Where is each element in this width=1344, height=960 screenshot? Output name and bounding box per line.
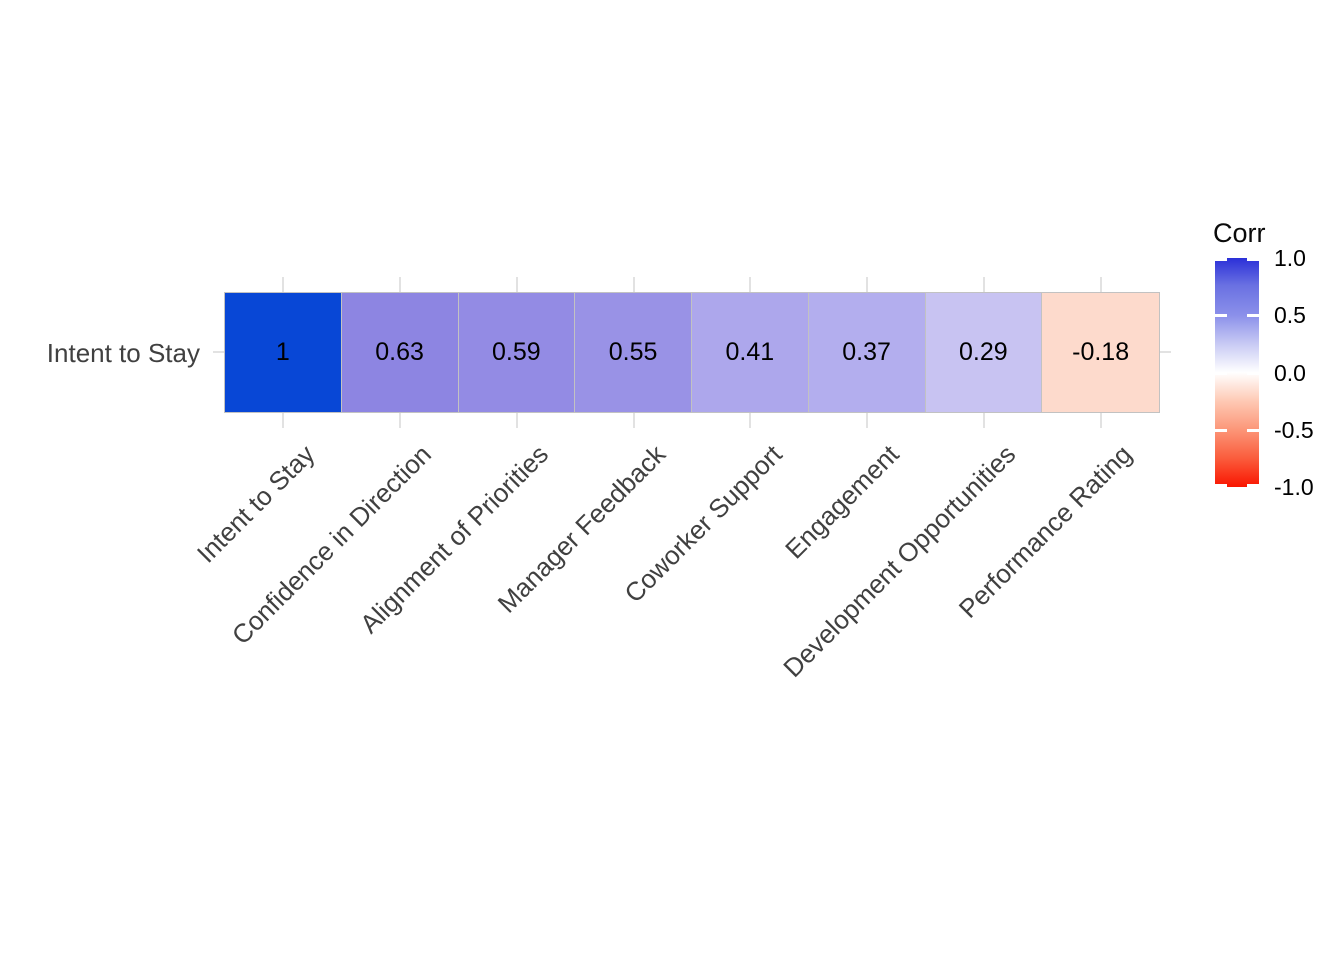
legend-title: Corr [1213, 218, 1266, 248]
heatmap-cell: 0.63 [341, 293, 459, 412]
x-axis-label: Engagement [778, 439, 905, 565]
legend-tick-notch [1247, 428, 1259, 432]
heatmap-cell: 0.55 [575, 293, 692, 412]
legend-colorbar [1215, 258, 1259, 487]
heatmap-cell: 0.37 [808, 293, 926, 412]
legend-tick-label: -0.5 [1274, 416, 1314, 443]
heatmap-cell: 0.41 [692, 293, 809, 412]
legend-tick-notch [1215, 484, 1227, 487]
legend-tick-notch [1247, 371, 1259, 375]
heatmap-row: 1 0.63 0.59 0.55 0.41 0.37 0.29 -0.18 [224, 292, 1160, 413]
heatmap-cell: 1 [225, 293, 342, 412]
heatmap-cell: 0.59 [458, 293, 576, 412]
heatmap-cell: 0.29 [925, 293, 1043, 412]
legend-tick-notch [1247, 484, 1259, 487]
x-axis-label: Confidence in Direction [226, 439, 438, 651]
legend-tick-label: 0.0 [1274, 359, 1306, 386]
legend-tick-notch [1247, 314, 1259, 318]
y-axis-label: Intent to Stay [46, 338, 200, 368]
legend-tick-label: 1.0 [1274, 245, 1306, 271]
legend-tick-label: -1.0 [1274, 474, 1314, 500]
legend-tick-notch [1215, 428, 1227, 432]
legend-tick-notch [1247, 258, 1259, 261]
x-axis-label: Development Opportunities [777, 439, 1022, 683]
x-axis-label: Intent to Stay [191, 439, 321, 569]
legend-tick-notch [1215, 371, 1227, 375]
legend-tick-notch [1215, 258, 1227, 261]
heatmap-cell: -0.18 [1042, 293, 1159, 412]
legend-tick-label: 0.5 [1274, 302, 1306, 329]
legend-tick-notch [1215, 314, 1227, 318]
